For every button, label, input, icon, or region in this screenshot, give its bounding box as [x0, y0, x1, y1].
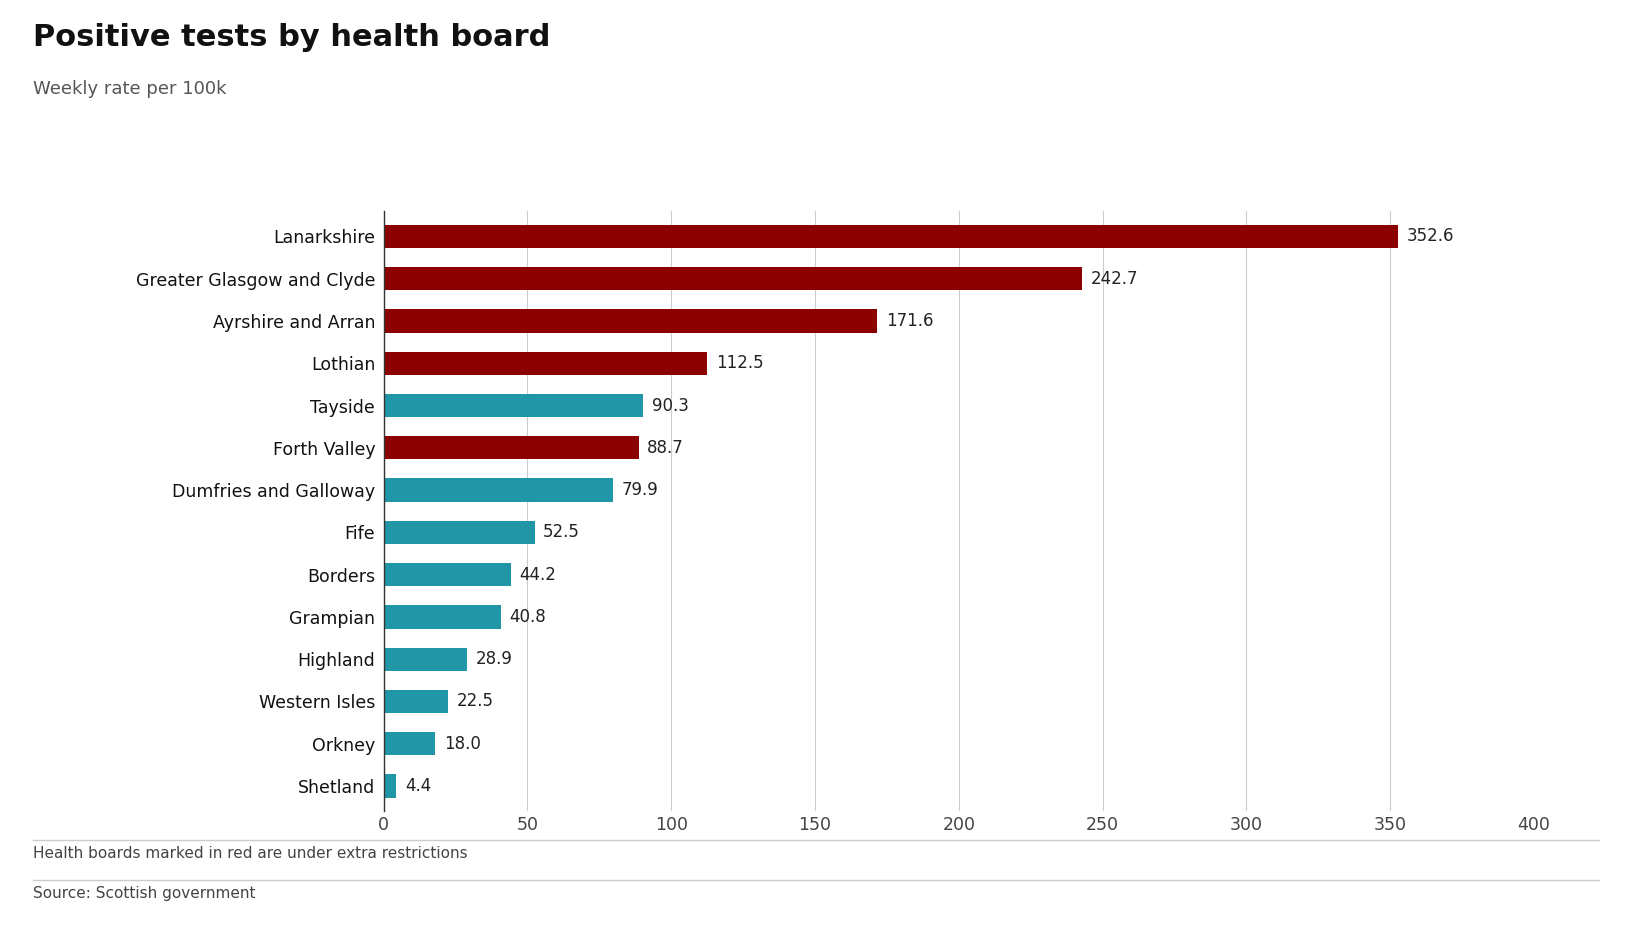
Text: 18.0: 18.0: [444, 734, 481, 752]
Text: 90.3: 90.3: [651, 397, 689, 415]
Text: 352.6: 352.6: [1407, 227, 1454, 246]
Bar: [384, 310, 876, 333]
Bar: [384, 647, 467, 671]
Text: 28.9: 28.9: [475, 650, 512, 668]
Text: BBC: BBC: [1523, 900, 1565, 917]
Text: Weekly rate per 100k: Weekly rate per 100k: [33, 80, 227, 98]
Bar: [384, 436, 638, 460]
Text: 171.6: 171.6: [886, 312, 934, 330]
Text: 112.5: 112.5: [716, 355, 764, 372]
Bar: [384, 521, 535, 544]
Text: 40.8: 40.8: [509, 608, 547, 626]
Bar: [384, 775, 397, 797]
Text: 44.2: 44.2: [519, 566, 557, 583]
Bar: [384, 394, 643, 417]
Text: 88.7: 88.7: [648, 439, 684, 457]
Bar: [384, 689, 449, 713]
Text: 22.5: 22.5: [457, 692, 494, 710]
Bar: [384, 478, 614, 502]
Text: Health boards marked in red are under extra restrictions: Health boards marked in red are under ex…: [33, 846, 467, 861]
Text: Positive tests by health board: Positive tests by health board: [33, 23, 550, 53]
Text: Source: Scottish government: Source: Scottish government: [33, 886, 255, 901]
Text: 4.4: 4.4: [405, 777, 431, 795]
Bar: [384, 563, 511, 586]
Text: 242.7: 242.7: [1090, 270, 1138, 288]
Bar: [384, 352, 707, 375]
Bar: [384, 225, 1397, 248]
Text: 52.5: 52.5: [543, 523, 579, 541]
Bar: [384, 732, 436, 755]
Bar: [384, 605, 501, 628]
Bar: [384, 267, 1082, 291]
Text: 79.9: 79.9: [622, 481, 659, 499]
